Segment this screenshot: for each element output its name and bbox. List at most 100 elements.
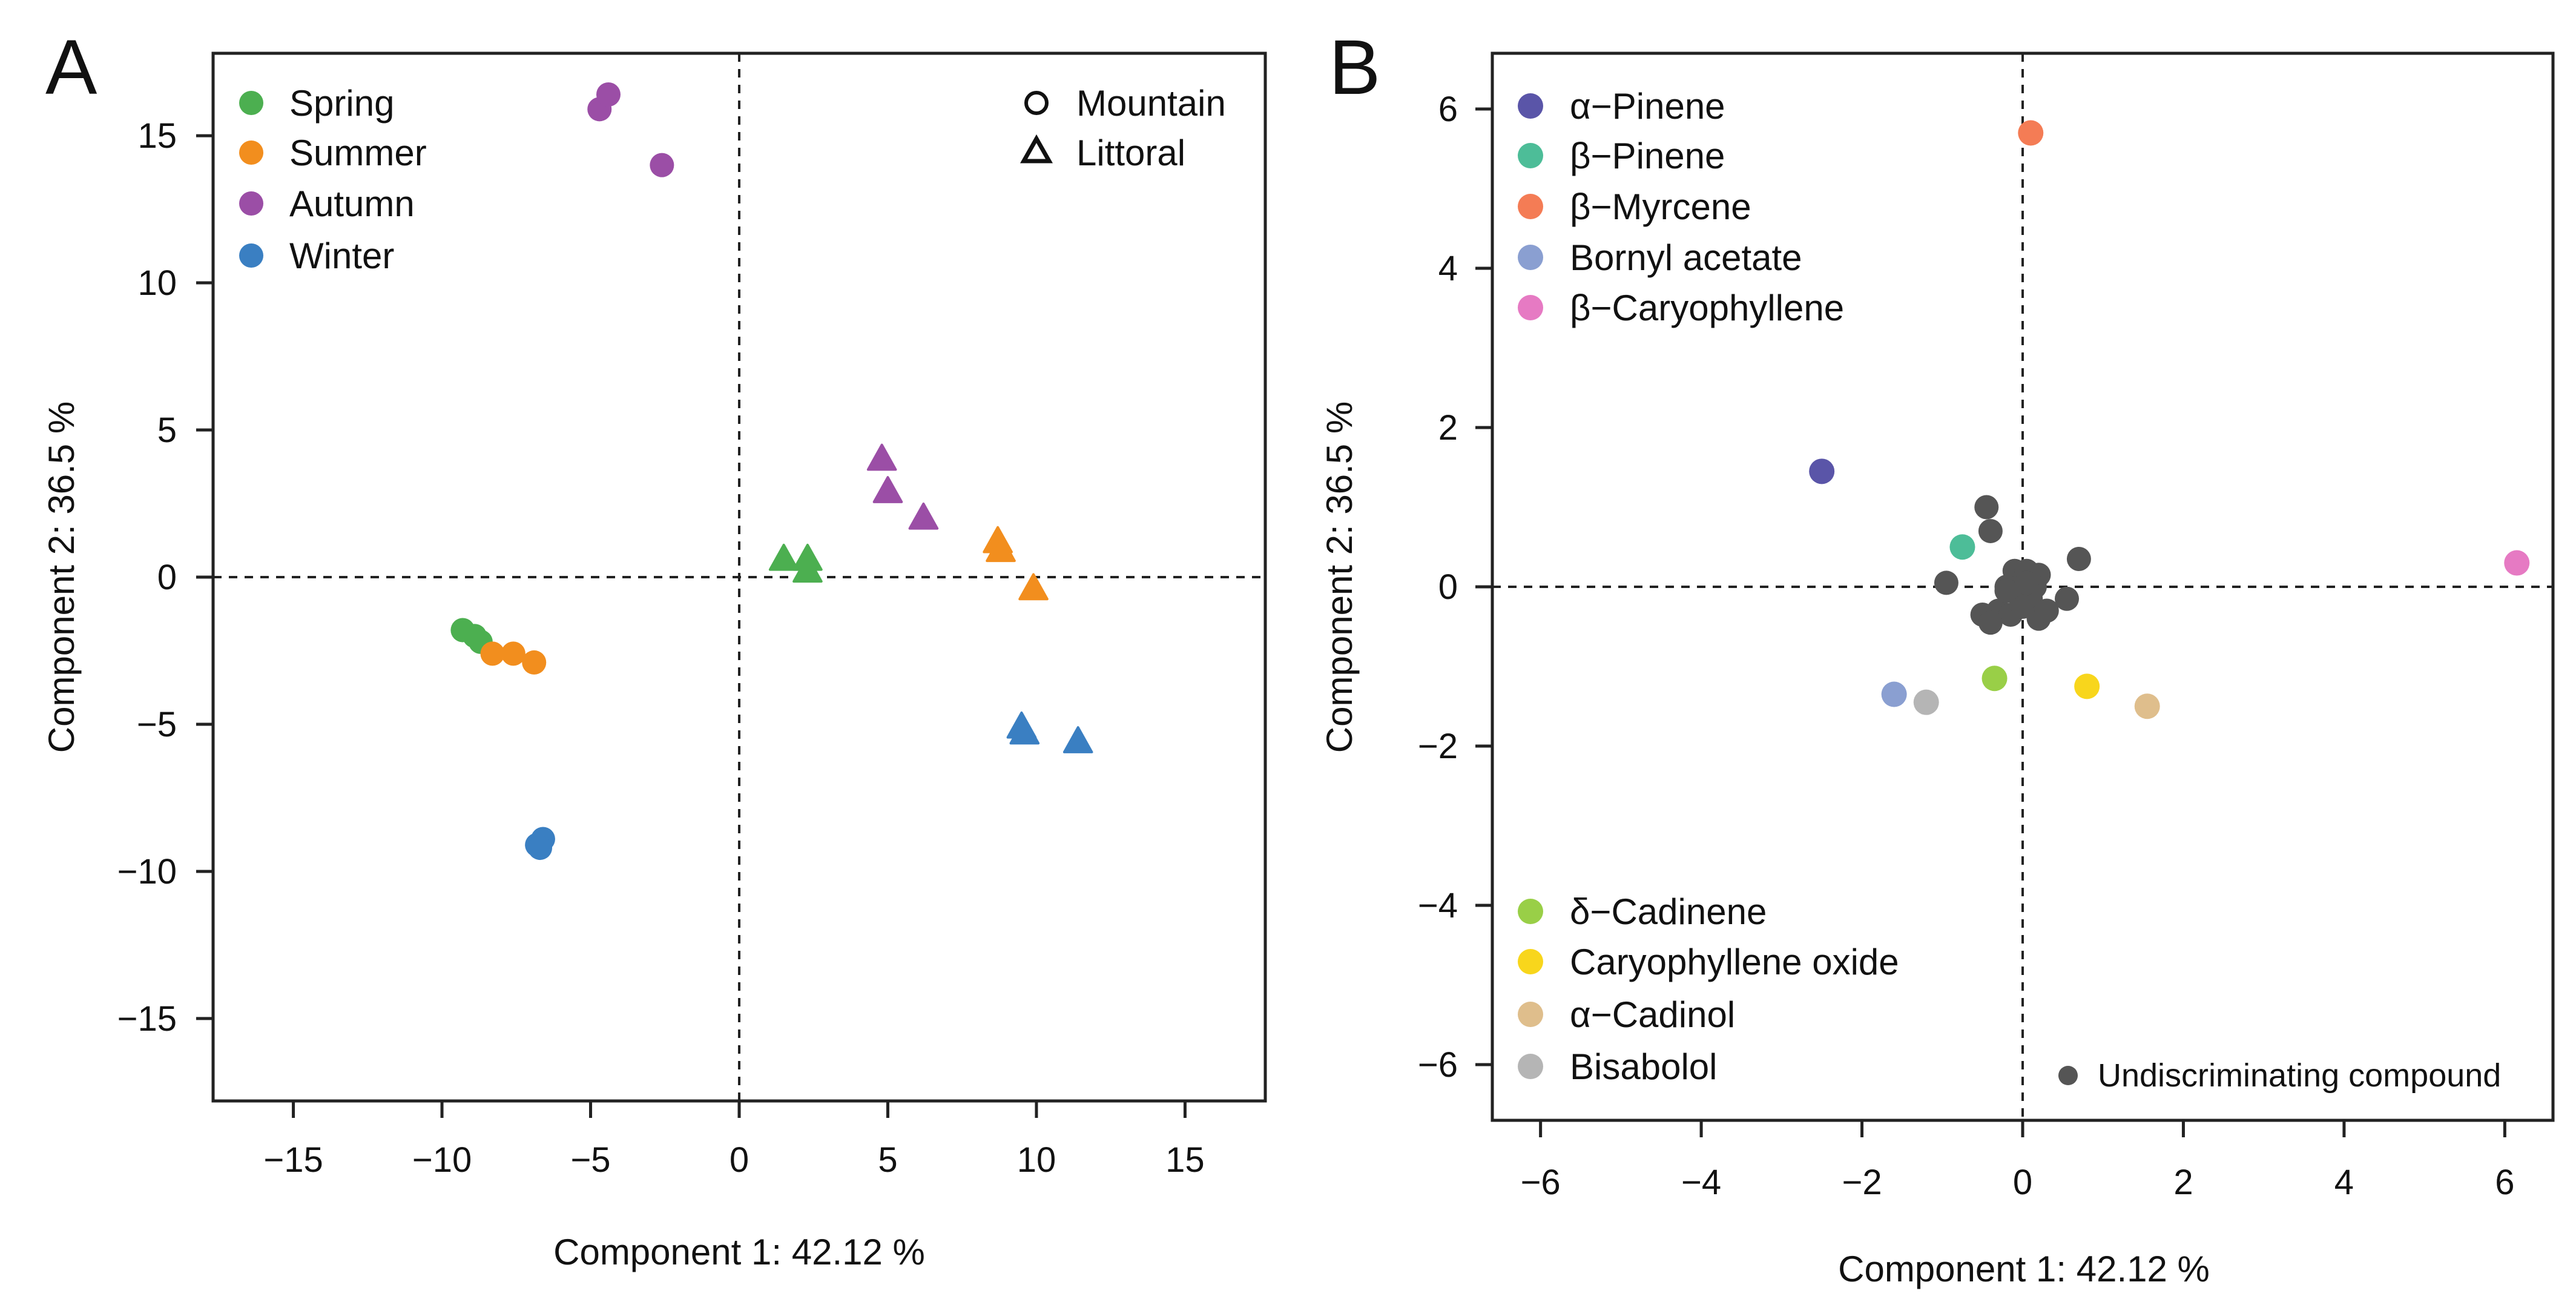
point-undiscriminating — [1978, 610, 2003, 635]
panel-a-y-axis: −15 −10 −5 0 5 10 15 — [117, 116, 213, 1039]
x-tick-label: −2 — [1842, 1163, 1882, 1202]
legend-label-winter: Winter — [289, 236, 394, 276]
legend-label-undiscriminating: Undiscriminating compound — [2098, 1057, 2501, 1094]
legend-swatch-alpha-cadinol — [1518, 1002, 1543, 1027]
x-tick-label: 2 — [2173, 1163, 2193, 1202]
point-compound-8 — [1913, 689, 1939, 715]
y-tick-label: 0 — [1438, 567, 1458, 607]
point-compound-3 — [1881, 681, 1907, 707]
legend-swatch-beta-pinene — [1518, 143, 1543, 168]
legend-swatch-beta-caryophyllene — [1518, 295, 1543, 320]
legend-swatch-summer — [239, 140, 263, 165]
point-autumn-mountain — [596, 82, 621, 107]
point-winter-littoral — [1062, 726, 1093, 753]
legend-label-autumn: Autumn — [289, 183, 415, 224]
x-tick-label: −6 — [1521, 1163, 1561, 1202]
point-compound-7 — [2134, 693, 2160, 719]
legend-label-summer: Summer — [289, 133, 427, 173]
point-undiscriminating — [2066, 546, 2091, 571]
panel-b-letter: B — [1329, 24, 1380, 111]
panel-a-letter: A — [45, 24, 97, 111]
legend-triangle-icon — [1020, 134, 1053, 164]
point-compound-0 — [1809, 458, 1835, 484]
x-tick-label: −5 — [570, 1140, 610, 1180]
panel-b: B −6 −4 −2 0 2 4 6 −6 −4 −2 0 2 4 6 α−Pinene β−Pinen… — [1319, 24, 2555, 1289]
panel-a: A −15 −10 −5 0 5 10 15 −15 −10 −5 0 5 10 15 Spring S… — [41, 24, 1267, 1272]
legend-label-alpha-pinene: α−Pinene — [1570, 86, 1725, 127]
point-compound-2 — [2018, 120, 2044, 146]
y-tick-label: −10 — [117, 852, 177, 891]
y-tick-label: −2 — [1418, 727, 1458, 766]
point-autumn-mountain — [650, 153, 674, 177]
legend-circle-icon — [1024, 91, 1049, 115]
point-winter-littoral — [1009, 717, 1040, 745]
point-spring-littoral — [792, 555, 823, 583]
point-undiscriminating — [1974, 495, 1999, 520]
point-undiscriminating — [1934, 570, 1958, 595]
legend-label-spring: Spring — [289, 83, 394, 124]
point-undiscriminating — [2014, 570, 2039, 595]
legend-swatch-undiscriminating — [2058, 1066, 2078, 1085]
legend-swatch-beta-myrcene — [1518, 194, 1543, 219]
panel-a-points — [450, 82, 1093, 861]
legend-swatch-bisabolol — [1518, 1054, 1543, 1079]
legend-swatch-bornyl-acetate — [1518, 245, 1543, 270]
point-spring-littoral — [768, 543, 799, 571]
point-summer-mountain — [480, 641, 505, 666]
legend-label-mountain: Mountain — [1076, 83, 1226, 124]
legend-label-alpha-cadinol: α−Cadinol — [1570, 994, 1735, 1035]
legend-label-bornyl-acetate: Bornyl acetate — [1570, 237, 1802, 278]
point-summer-mountain — [501, 641, 525, 666]
legend-label-caryophyllene-oxide: Caryophyllene oxide — [1570, 942, 1899, 982]
y-tick-label: 4 — [1438, 249, 1458, 288]
y-tick-label: −4 — [1418, 886, 1458, 925]
legend-label-bisabolol: Bisabolol — [1570, 1046, 1718, 1087]
y-tick-label: −5 — [137, 705, 177, 744]
legend-label-delta-cadinene: δ−Cadinene — [1570, 891, 1767, 932]
x-tick-label: 0 — [730, 1140, 749, 1180]
y-tick-label: −6 — [1418, 1045, 1458, 1085]
x-tick-label: 0 — [2013, 1163, 2032, 1202]
point-compound-5 — [1981, 666, 2008, 692]
panel-b-x-axis-label: Component 1: 42.12 % — [1838, 1249, 2210, 1289]
y-tick-label: 6 — [1438, 90, 1458, 129]
point-undiscriminating — [1978, 518, 2003, 543]
point-compound-6 — [2074, 673, 2100, 699]
y-tick-label: −15 — [117, 999, 177, 1039]
panel-a-reference-lines — [213, 53, 1265, 1101]
x-tick-label: −10 — [412, 1140, 472, 1180]
point-summer-mountain — [522, 650, 547, 675]
y-tick-label: 0 — [157, 558, 177, 597]
panel-a-shape-legend: Mountain Littoral — [1020, 83, 1226, 173]
legend-swatch-spring — [239, 91, 263, 115]
legend-swatch-caryophyllene-oxide — [1518, 949, 1543, 974]
point-winter-mountain — [528, 836, 553, 861]
legend-label-beta-myrcene: β−Myrcene — [1570, 187, 1751, 227]
point-summer-littoral — [1018, 573, 1049, 601]
panel-b-points — [1809, 120, 2530, 719]
panel-b-x-axis: −6 −4 −2 0 2 4 6 — [1521, 1120, 2514, 1202]
point-undiscriminating — [1994, 578, 2019, 603]
panel-a-color-legend: Spring Summer Autumn Winter — [239, 83, 427, 276]
y-tick-label: 15 — [137, 116, 177, 156]
panel-b-y-axis-label: Component 2: 36.5 % — [1319, 402, 1360, 753]
panel-b-y-axis: −6 −4 −2 0 2 4 6 — [1418, 90, 1492, 1085]
panel-a-y-axis-label: Component 2: 36.5 % — [41, 402, 82, 753]
x-tick-label: 6 — [2495, 1163, 2514, 1202]
x-tick-label: −15 — [263, 1140, 323, 1180]
point-summer-littoral — [986, 535, 1016, 563]
point-undiscriminating — [2055, 586, 2079, 611]
legend-label-beta-caryophyllene: β−Caryophyllene — [1570, 288, 1844, 328]
legend-swatch-alpha-pinene — [1518, 93, 1543, 119]
x-tick-label: 10 — [1017, 1140, 1056, 1180]
y-tick-label: 10 — [137, 263, 177, 303]
panel-b-legend-top: α−Pinene β−Pinene β−Myrcene Bornyl aceta… — [1518, 86, 1844, 328]
legend-swatch-delta-cadinene — [1518, 899, 1543, 924]
point-compound-1 — [1949, 534, 1975, 560]
y-tick-label: 2 — [1438, 408, 1458, 448]
point-autumn-littoral — [866, 443, 897, 471]
panel-a-x-axis-label: Component 1: 42.12 % — [553, 1232, 925, 1272]
legend-label-littoral: Littoral — [1076, 133, 1185, 173]
panel-b-legend-bottom: δ−Cadinene Caryophyllene oxide α−Cadinol… — [1518, 891, 2501, 1094]
